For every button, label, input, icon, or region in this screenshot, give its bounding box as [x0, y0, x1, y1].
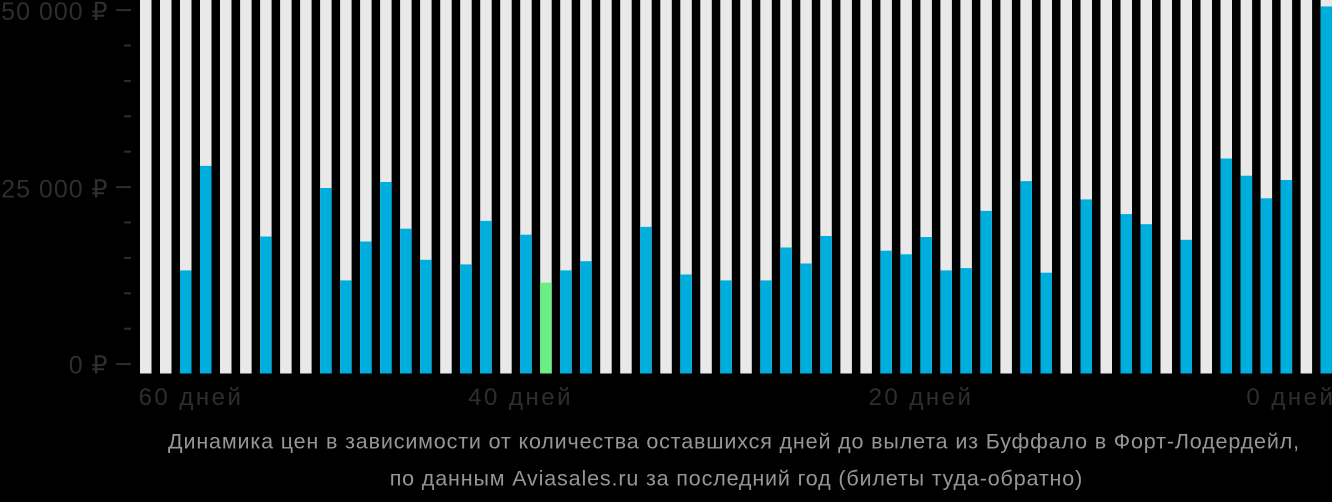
- svg-text:0 ₽: 0 ₽: [69, 351, 109, 379]
- svg-text:50 000 ₽: 50 000 ₽: [1, 0, 108, 26]
- svg-text:Динамика цен в зависимости от: Динамика цен в зависимости от количества…: [168, 430, 1300, 454]
- svg-text:60 дней: 60 дней: [139, 384, 244, 411]
- svg-text:по данным Aviasales.ru за посл: по данным Aviasales.ru за последний год …: [390, 467, 1083, 491]
- svg-text:0 дней: 0 дней: [1246, 384, 1332, 411]
- svg-text:25 000 ₽: 25 000 ₽: [1, 175, 108, 203]
- svg-text:20 дней: 20 дней: [869, 384, 974, 411]
- svg-text:40 дней: 40 дней: [468, 384, 573, 411]
